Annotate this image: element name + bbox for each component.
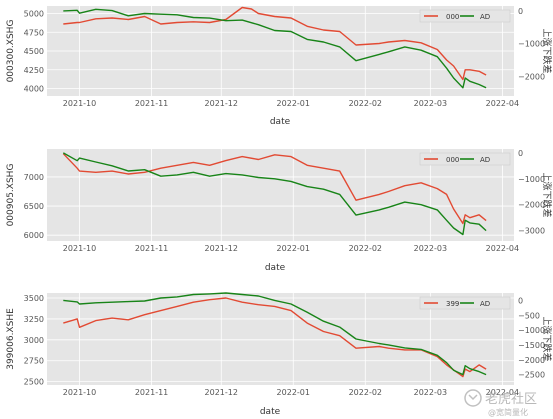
y2-tick-label: −2500: [518, 371, 545, 380]
y-tick-label: 6500: [24, 202, 44, 211]
x-tick-label: 2021-12: [205, 99, 238, 108]
y-axis-label-3: 399006.XSHE: [6, 308, 16, 370]
lines-2: [62, 152, 487, 236]
y-axis-label-1: 000300.XSHG: [6, 20, 16, 83]
legend-label-ad: AD: [480, 300, 490, 308]
y-tick-label: 3000: [24, 336, 44, 345]
index-series-line: [63, 6, 487, 81]
x-axis-label-3: date: [260, 407, 281, 417]
x-axis-1: 2021-10 2021-11 2021-12 2022-01 2022-02 2022-…: [63, 99, 519, 108]
watermark: 老虎社区 @宽简量化: [464, 389, 537, 417]
legend-label-price: 000: [446, 13, 459, 21]
right-axis-3: 0 −500 −1000 −1500 −2000 −2500: [518, 296, 545, 379]
x-axis-label-2: date: [265, 263, 286, 273]
y2-tick-label: −2000: [518, 356, 545, 365]
y2-tick-label: −3000: [518, 227, 545, 236]
x-tick-label: 2022-01: [277, 244, 310, 253]
left-axis-3: 2500 2750 3000 3250 3500: [24, 294, 44, 387]
y-tick-label: 4000: [24, 85, 44, 94]
x-tick-label: 2021-12: [205, 244, 238, 253]
x-tick-label: 2021-12: [205, 388, 238, 397]
x-tick-label: 2021-11: [135, 244, 168, 253]
x-tick-label: 2022-03: [414, 388, 447, 397]
lines-1: [63, 6, 487, 89]
y-tick-label: 4500: [24, 47, 44, 56]
y2-tick-label: 0: [518, 149, 523, 158]
y-tick-label: 4750: [24, 28, 44, 37]
index-series-line: [62, 153, 487, 225]
y2-axis-label-3: 上涨下跌差: [541, 316, 553, 361]
x-tick-label: 2021-11: [135, 99, 168, 108]
subplot-1: 4000 4250 4500 4750 5000 0 −1000 −2000 2021-10…: [6, 6, 553, 127]
y2-tick-label: −2000: [518, 72, 545, 81]
y2-tick-label: −2000: [518, 201, 545, 210]
x-tick-label: 2022-04: [486, 99, 519, 108]
y-tick-label: 3500: [24, 294, 44, 303]
y-axis-label-2: 000905.XSHG: [6, 164, 16, 227]
y2-tick-label: −1000: [518, 175, 545, 184]
ad-series-line: [63, 292, 487, 376]
legend-2: 000 AD: [419, 152, 511, 166]
x-tick-label: 2021-10: [63, 244, 96, 253]
legend-label-ad: AD: [480, 13, 490, 21]
legend-1: 000 AD: [419, 9, 511, 23]
x-tick-label: 2022-01: [277, 99, 310, 108]
y2-tick-label: −500: [518, 311, 540, 320]
watermark-text: 老虎社区: [485, 391, 537, 407]
y-tick-label: 4250: [24, 66, 44, 75]
y-tick-label: 6000: [24, 231, 44, 240]
subplot-3: 2500 2750 3000 3250 3500 0 −500 −1000 −1500 −200…: [6, 292, 553, 417]
y-tick-label: 5000: [24, 10, 44, 19]
y-tick-label: 7000: [24, 173, 44, 182]
x-axis-label-1: date: [270, 117, 291, 127]
x-tick-label: 2021-10: [63, 388, 96, 397]
x-tick-label: 2022-02: [349, 244, 382, 253]
y-tick-label: 2500: [24, 378, 44, 387]
x-tick-label: 2022-04: [486, 388, 519, 397]
y2-axis-label-2: 上涨下跌差: [541, 172, 553, 217]
y2-tick-label: −1500: [518, 341, 545, 350]
right-axis-1: 0 −1000 −2000: [518, 7, 545, 81]
x-tick-label: 2022-04: [486, 244, 519, 253]
y2-tick-label: 0: [518, 7, 523, 16]
ad-series-line: [63, 8, 487, 89]
x-tick-label: 2021-11: [135, 388, 168, 397]
legend-label-price: 399: [446, 300, 459, 308]
right-axis-2: 0 −1000 −2000 −3000: [518, 149, 545, 236]
x-axis-3: 2021-10 2021-11 2021-12 2022-01 2022-02 2022-…: [63, 388, 519, 397]
x-axis-2: 2021-10 2021-11 2021-12 2022-01 2022-02 2022-…: [63, 244, 519, 253]
y-tick-label: 2750: [24, 357, 44, 366]
legend-label-price: 000: [446, 156, 459, 164]
lines-3: [63, 292, 487, 378]
y2-tick-label: −1000: [518, 40, 545, 49]
legend-3: 399 AD: [419, 296, 511, 310]
grid-2: [47, 149, 514, 241]
tiger-logo-icon: [464, 389, 482, 407]
y2-tick-label: 0: [518, 296, 523, 305]
x-tick-label: 2022-02: [349, 388, 382, 397]
left-axis-2: 6000 6500 7000: [24, 173, 44, 240]
y2-tick-label: −1000: [518, 326, 545, 335]
y-tick-label: 3250: [24, 315, 44, 324]
x-tick-label: 2022-01: [277, 388, 310, 397]
left-axis-1: 4000 4250 4500 4750 5000: [24, 10, 44, 94]
ad-series-line: [62, 152, 487, 236]
watermark-subtext: @宽简量化: [488, 407, 528, 417]
legend-label-ad: AD: [480, 156, 490, 164]
x-tick-label: 2022-02: [349, 99, 382, 108]
x-tick-label: 2022-03: [414, 99, 447, 108]
x-tick-label: 2022-03: [414, 244, 447, 253]
x-tick-label: 2021-10: [63, 99, 96, 108]
y2-axis-label-1: 上涨下跌差: [541, 28, 553, 73]
